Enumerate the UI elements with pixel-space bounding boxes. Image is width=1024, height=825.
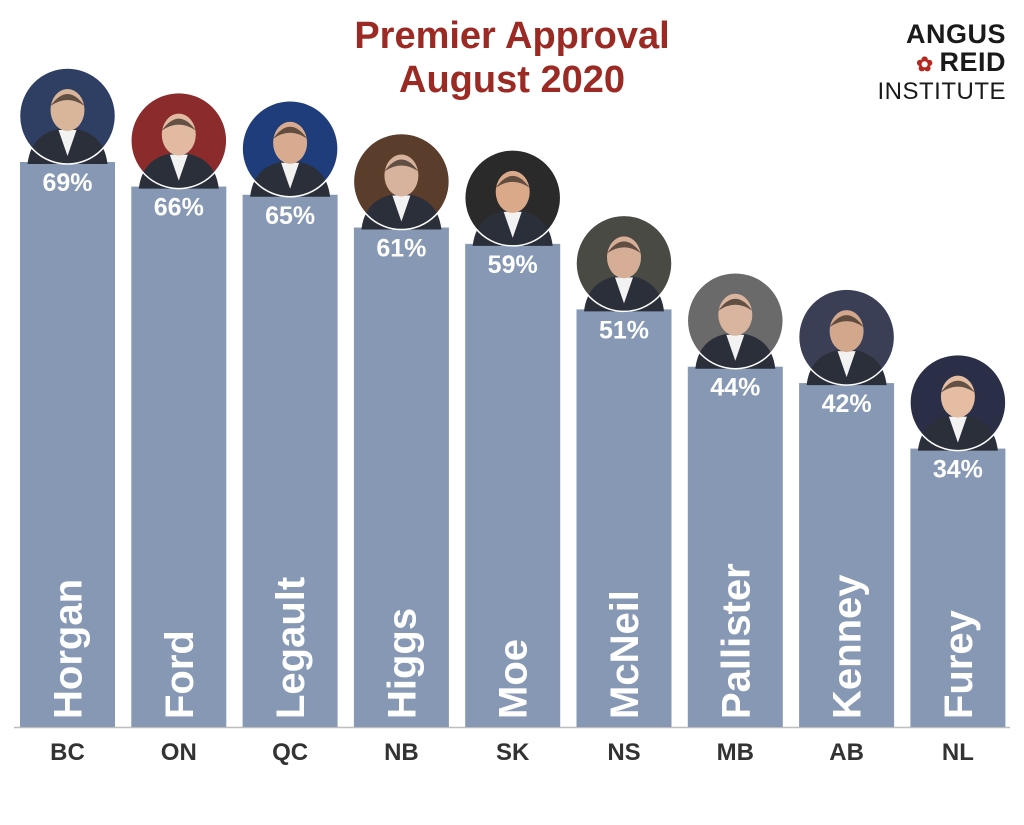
value-label: 69% (42, 169, 92, 197)
premier-portrait-icon (18, 67, 117, 165)
value-label: 66% (154, 194, 204, 222)
logo-line2: REID (939, 47, 1006, 77)
bar-mb (687, 366, 783, 727)
premier-portrait-icon (797, 288, 896, 386)
category-label: QC (272, 739, 308, 766)
value-label: 42% (822, 390, 872, 418)
premier-name: Pallister (714, 563, 758, 719)
value-label: 51% (599, 316, 649, 344)
bar-group-ab: 42% Kenney AB (797, 288, 896, 766)
bar-group-nl: 34% Furey NL (909, 353, 1007, 766)
premier-portrait-icon (909, 353, 1007, 452)
maple-leaf-icon: ✿ (916, 54, 934, 76)
logo-line1: ANGUS (905, 19, 1006, 49)
bar-group-on: 66% Ford ON (130, 91, 228, 766)
premier-portrait-icon (686, 271, 785, 370)
bar-group-bc: 69% Horgan BC (18, 67, 117, 766)
premier-portrait-icon (130, 91, 228, 190)
bar-group-qc: 65% Legault QC (241, 100, 339, 766)
premier-name: Moe (492, 639, 536, 719)
bar-group-sk: 59% Moe SK (463, 149, 562, 766)
bar-group-mb: 44% Pallister MB (686, 271, 785, 766)
chart-title: Premier Approval August 2020 (0, 14, 1024, 102)
value-label: 65% (265, 202, 315, 230)
bar-ns (576, 309, 672, 727)
category-label: ON (161, 739, 197, 766)
value-label: 44% (710, 374, 760, 402)
bar-nb (353, 227, 449, 727)
chart-title-line2: August 2020 (399, 59, 625, 101)
chart-title-line1: Premier Approval (354, 15, 670, 57)
value-label: 61% (376, 235, 426, 263)
category-label: AB (829, 739, 864, 766)
premier-name: McNeil (603, 590, 647, 719)
value-label: 59% (488, 251, 538, 279)
category-label: BC (50, 739, 85, 766)
premier-name: Legault (269, 577, 313, 719)
bar-sk (465, 243, 561, 727)
angus-reid-logo: ANGUS ✿ REID INSTITUTE (876, 20, 1006, 105)
premier-name: Kenney (826, 574, 870, 719)
logo-line3: INSTITUTE (877, 78, 1006, 105)
bar-qc (242, 194, 338, 728)
category-label: NL (942, 739, 974, 766)
premier-portrait-icon (241, 100, 339, 198)
premier-name: Furey (937, 609, 981, 719)
premier-portrait-icon (463, 149, 562, 247)
category-label: NS (607, 739, 640, 766)
bar-ab (799, 383, 895, 727)
bar-group-ns: 51% McNeil NS (575, 214, 673, 766)
category-label: MB (717, 739, 754, 766)
premier-portrait-icon (575, 214, 673, 313)
premier-name: Horgan (47, 579, 91, 719)
category-label: SK (496, 739, 530, 766)
bar-group-nb: 61% Higgs NB (352, 132, 451, 766)
value-label: 34% (933, 456, 983, 484)
bar-on (131, 186, 227, 728)
premier-name: Higgs (380, 608, 424, 719)
premier-portrait-icon (352, 132, 451, 231)
bar-nl (910, 448, 1006, 727)
category-label: NB (384, 739, 419, 766)
bar-bc (20, 162, 115, 727)
premier-name: Ford (158, 630, 202, 719)
